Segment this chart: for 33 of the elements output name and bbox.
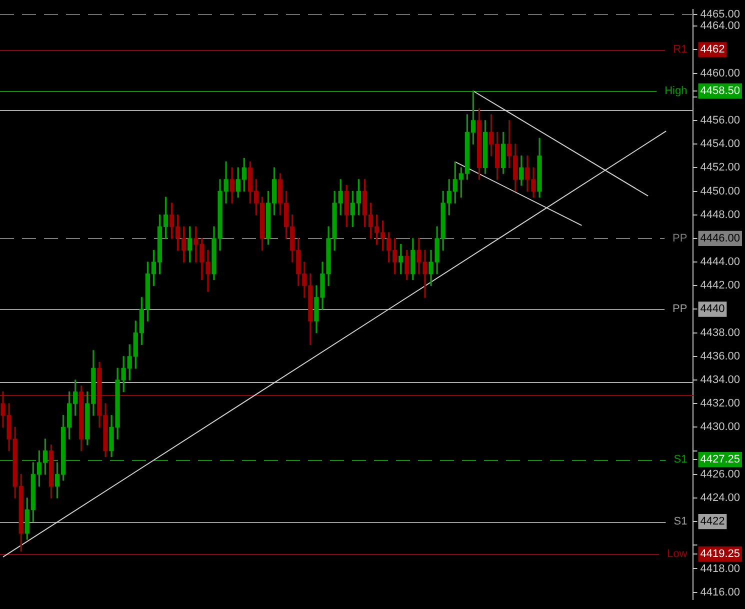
y-tick-label: 4440 [700,303,725,316]
y-tick-label: 4456.00 [700,114,740,127]
ref-line-label: S1 [674,516,688,528]
y-tick-label: 4426.00 [700,468,740,480]
ref-line-label: R1 [673,44,688,56]
y-tick-label: 4432.00 [700,398,740,410]
y-tick-label: 4452.00 [700,162,740,174]
y-tick-label: 4464.00 [700,20,740,32]
ref-line-label: S1 [674,454,688,466]
y-tick-label: 4460.00 [700,67,740,80]
ref-line-label: PP [672,232,688,244]
y-tick-label: 4462 [700,44,725,56]
y-tick-label: 4427.25 [700,454,740,466]
y-tick-label: 4448.00 [700,208,740,221]
ref-line-label: PP [672,303,688,316]
y-tick-label: 4465.00 [700,8,740,20]
y-tick-label: 4422 [700,516,725,528]
y-tick-label: 4434.00 [700,374,740,386]
y-tick-label: 4450.00 [700,185,740,198]
y-tick-label: 4430.00 [700,421,740,434]
y-tick-label: 4438.00 [700,326,740,339]
y-tick-label: 4416.00 [700,586,740,598]
ref-line-label: High [664,85,688,98]
y-tick-label: 4444.00 [700,256,740,268]
y-tick-label: 4446.00 [700,232,740,244]
y-tick-label: 4436.00 [700,350,740,362]
y-tick-label: 4454.00 [700,138,740,150]
y-tick-label: 4458.50 [700,85,740,98]
y-tick-label: 4442.00 [700,280,740,292]
y-tick-label: 4418.00 [700,562,740,575]
y-tick-label: 4424.00 [700,492,740,504]
y-tick-label: 4419.25 [700,548,740,560]
ref-line-label: Low [667,548,688,560]
